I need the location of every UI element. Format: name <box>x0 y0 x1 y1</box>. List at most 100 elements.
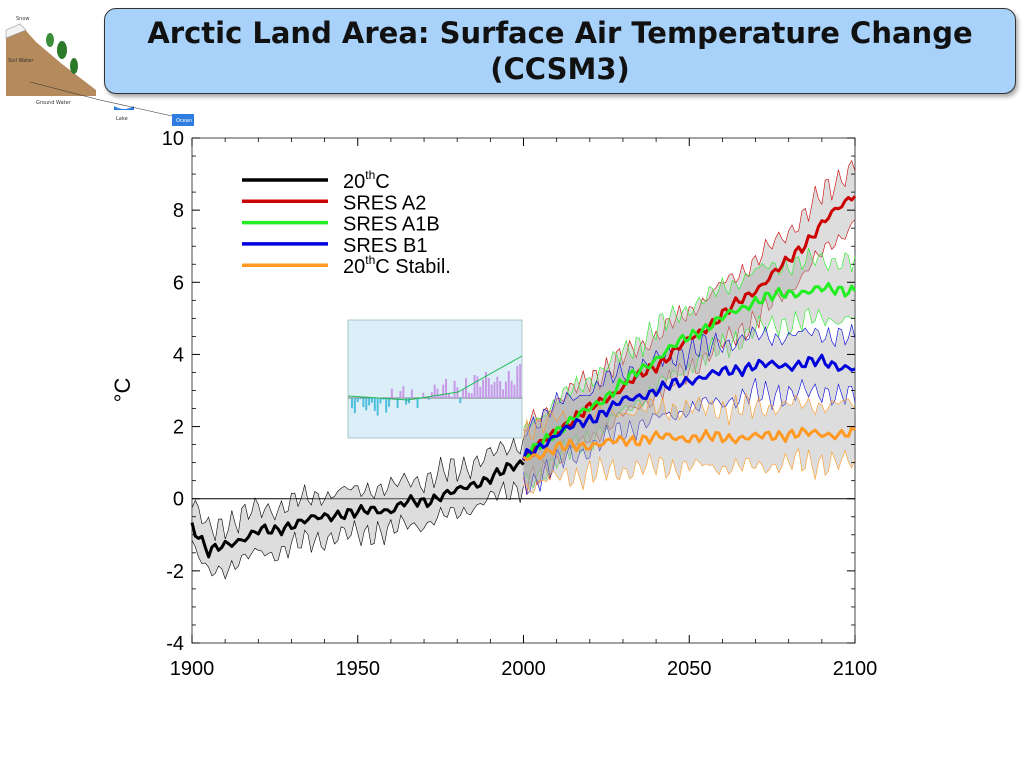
inset-bar <box>422 392 425 398</box>
inset-bar <box>502 389 505 398</box>
y-tick-label: 2 <box>173 417 184 439</box>
inset-bar <box>433 384 436 398</box>
y-tick-label: 6 <box>173 272 184 294</box>
series-line <box>190 459 525 559</box>
inset-bar <box>427 398 430 400</box>
series-band <box>192 437 524 579</box>
inset-bar <box>487 378 490 398</box>
series-band-edge <box>523 447 856 494</box>
plot-frame <box>191 137 856 644</box>
series-line <box>522 353 856 461</box>
inset-bar <box>362 398 365 408</box>
legend-label: SRES A1B <box>343 214 440 236</box>
inset-bar <box>370 398 373 403</box>
inset-bar <box>470 393 473 398</box>
series-band-edge <box>523 324 856 438</box>
inset-bar <box>519 364 522 398</box>
legend-label: 20thC <box>343 168 390 193</box>
inset-bar <box>450 396 453 398</box>
inset-bar <box>359 398 362 400</box>
x-tick-label: 1900 <box>170 658 215 680</box>
inset-bar <box>504 381 507 398</box>
inset-bar <box>493 381 496 398</box>
series-band <box>523 324 855 495</box>
x-tick-label: 2000 <box>501 658 546 680</box>
logo-soil-water-label: Soil Water <box>8 58 34 64</box>
inset-bar <box>373 398 376 411</box>
logo-ground-water-label: Ground Water <box>36 100 72 106</box>
inset-bar <box>479 386 482 398</box>
inset-bar <box>490 384 493 398</box>
inset-bar <box>507 370 510 398</box>
legend-label: SRES A2 <box>343 192 426 214</box>
inset-bar <box>465 378 467 398</box>
inset-bar <box>396 398 399 409</box>
inset-bar <box>513 384 516 398</box>
inset-bar <box>376 398 379 416</box>
inset-bar <box>453 380 456 398</box>
inset-bar <box>439 394 442 398</box>
inset-bar <box>365 398 368 411</box>
slide-title-box: Arctic Land Area: Surface Air Temperatur… <box>104 8 1016 94</box>
inset-bar <box>410 389 413 398</box>
x-tick-label: 1950 <box>336 658 381 680</box>
series-band <box>523 248 855 488</box>
inset-bar <box>499 381 502 398</box>
inset-bar <box>393 397 396 398</box>
inset-bar <box>388 398 391 407</box>
inset-bar <box>351 398 353 409</box>
logo-lake-label: Lake <box>116 116 128 122</box>
inset-bar <box>436 388 439 398</box>
inset-bar <box>510 380 513 398</box>
inset-bar <box>445 378 448 398</box>
legend-label: 20thC Stabil. <box>343 253 451 278</box>
inset-bar <box>484 371 487 398</box>
inset-bar <box>408 398 410 404</box>
inset-bar <box>456 387 459 398</box>
inset-bar <box>473 374 476 398</box>
inset-bar-chart-thumbnail <box>347 319 523 439</box>
y-tick-label: 10 <box>162 128 184 150</box>
y-tick-label: -4 <box>166 633 184 655</box>
inset-bar <box>496 376 499 398</box>
series-band-edge <box>191 437 524 541</box>
inset-bar <box>516 365 519 398</box>
series-band-edge <box>523 159 856 432</box>
inset-bar <box>419 398 422 400</box>
inset-bar <box>462 389 465 398</box>
inset-bar <box>476 376 479 398</box>
y-tick-label: 8 <box>173 200 184 222</box>
inset-bar <box>399 391 402 398</box>
slide-title-line-2: (CCSM3) <box>490 52 630 86</box>
inset-bar <box>356 398 359 403</box>
series-line <box>522 426 856 462</box>
y-tick-label: 0 <box>173 489 184 511</box>
series-line <box>522 282 857 459</box>
inset-trend-line <box>347 355 523 401</box>
inset-bar <box>447 393 450 398</box>
x-tick-label: 2050 <box>667 658 712 680</box>
series-band-edge <box>191 481 524 580</box>
inset-bar <box>482 379 485 398</box>
series-band-edge <box>523 247 856 429</box>
logo-ocean-label: Ocean <box>176 118 192 124</box>
series-band-edge <box>523 378 856 496</box>
inset-bar <box>379 398 382 404</box>
y-tick-label: 4 <box>173 344 184 366</box>
series-band <box>523 160 855 495</box>
inset-bar <box>385 398 388 413</box>
legend-label: SRES B1 <box>343 235 427 257</box>
inset-bar <box>459 398 462 404</box>
inset-bar <box>416 398 419 409</box>
series-band-edge <box>523 219 856 496</box>
y-axis-label: °C <box>110 378 135 403</box>
series-band <box>523 393 855 494</box>
y-tick-label: -2 <box>166 561 184 583</box>
inset-bar <box>405 398 408 405</box>
inset-bar <box>467 392 470 398</box>
x-tick-label: 2100 <box>833 658 878 680</box>
hydrologic-cycle-diagram-icon: Snow Soil Water Ground Water Lake Ocean <box>2 16 195 128</box>
inset-bar <box>430 392 433 398</box>
logo-snow-label: Snow <box>16 16 30 22</box>
